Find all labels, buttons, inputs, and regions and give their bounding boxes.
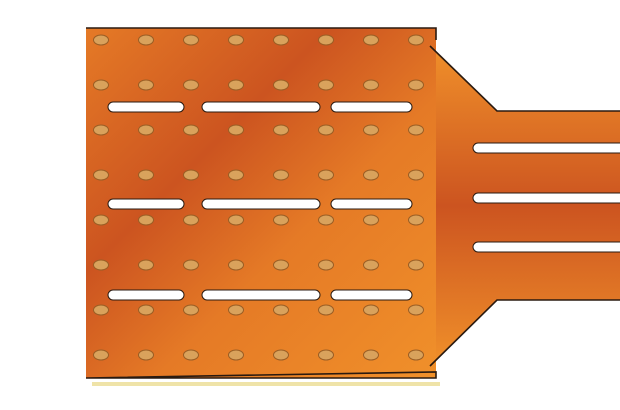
solder-pad <box>183 214 199 226</box>
solder-pad <box>93 34 109 46</box>
panel-slot <box>330 101 413 113</box>
panel-slots <box>107 101 413 301</box>
solder-pad <box>228 349 244 361</box>
solder-pad <box>183 79 199 91</box>
solder-pad <box>408 169 424 181</box>
solder-pad <box>93 259 109 271</box>
solder-pad <box>363 349 379 361</box>
panel-slot <box>201 101 321 113</box>
solder-pad <box>138 124 154 136</box>
solder-pad <box>273 34 289 46</box>
tail-slot <box>472 142 620 154</box>
panel-slot <box>107 101 185 113</box>
solder-pad <box>273 214 289 226</box>
solder-pad <box>273 349 289 361</box>
solder-pad <box>408 259 424 271</box>
connector-tail <box>430 46 620 366</box>
solder-pad <box>183 124 199 136</box>
solder-pad <box>408 124 424 136</box>
solder-pad <box>363 124 379 136</box>
solder-pad <box>363 79 379 91</box>
solder-pad <box>273 169 289 181</box>
solder-pad <box>273 79 289 91</box>
solder-pad <box>228 214 244 226</box>
board-outline <box>85 27 620 379</box>
tail-slot <box>472 192 620 204</box>
solder-pad <box>183 259 199 271</box>
solder-pad <box>318 349 334 361</box>
pad-grid <box>93 34 424 361</box>
solder-pad <box>408 349 424 361</box>
solder-pad <box>318 304 334 316</box>
panel-shadow <box>92 382 440 386</box>
tail-slot <box>472 241 620 253</box>
solder-pad <box>138 34 154 46</box>
panel-slot <box>330 289 413 301</box>
solder-pad <box>273 124 289 136</box>
solder-pad <box>318 124 334 136</box>
solder-pad <box>363 214 379 226</box>
solder-pad <box>138 349 154 361</box>
solder-pad <box>363 34 379 46</box>
solder-pad <box>138 304 154 316</box>
solder-pad <box>228 34 244 46</box>
solder-pad <box>228 304 244 316</box>
solder-pad <box>93 349 109 361</box>
solder-pad <box>408 214 424 226</box>
tail-slots <box>472 142 620 253</box>
solder-pad <box>318 169 334 181</box>
solder-pad <box>183 169 199 181</box>
solder-pad <box>228 124 244 136</box>
solder-pad <box>183 349 199 361</box>
solder-pad <box>138 214 154 226</box>
solder-pad <box>273 259 289 271</box>
panel-slot <box>201 198 321 210</box>
solder-pad <box>228 259 244 271</box>
panel-slot <box>330 198 413 210</box>
solder-pad <box>318 79 334 91</box>
solder-pad <box>183 34 199 46</box>
solder-pad <box>138 169 154 181</box>
solder-pad <box>363 259 379 271</box>
solder-pad <box>93 169 109 181</box>
solder-pad <box>408 34 424 46</box>
solder-pad <box>93 124 109 136</box>
solder-pad <box>408 79 424 91</box>
solder-pad <box>93 214 109 226</box>
solder-pad <box>318 259 334 271</box>
solder-pad <box>273 304 289 316</box>
solder-pad <box>408 304 424 316</box>
solder-pad <box>318 214 334 226</box>
solder-pad <box>228 169 244 181</box>
solder-pad <box>183 304 199 316</box>
panel-slot <box>107 289 185 301</box>
solder-pad <box>138 259 154 271</box>
solder-pad <box>93 304 109 316</box>
panel-slot <box>107 198 185 210</box>
panel-slot <box>201 289 321 301</box>
solder-pad <box>93 79 109 91</box>
solder-pad <box>228 79 244 91</box>
solder-pad <box>363 169 379 181</box>
solder-pad <box>318 34 334 46</box>
solder-pad <box>138 79 154 91</box>
solder-pad <box>363 304 379 316</box>
